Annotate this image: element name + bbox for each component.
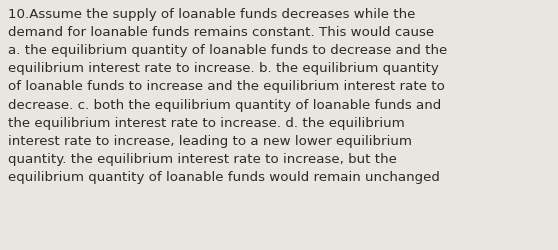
Text: 10.Assume the supply of loanable funds decreases while the
demand for loanable f: 10.Assume the supply of loanable funds d…: [8, 8, 448, 184]
